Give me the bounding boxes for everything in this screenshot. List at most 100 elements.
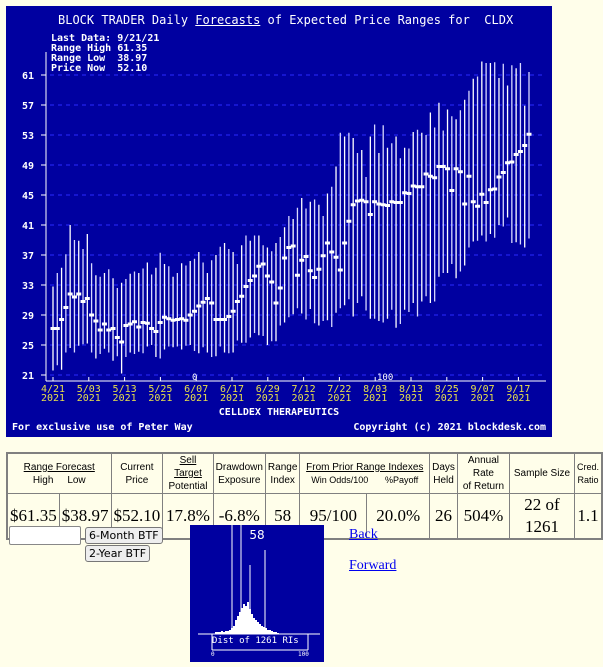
svg-text:2021: 2021 (471, 393, 495, 404)
two-year-btf-button[interactable]: 2-Year BTF (85, 545, 151, 562)
hdr-ratio: Ratio (577, 474, 599, 485)
hdr-index: Index (270, 474, 295, 486)
svg-text:2021: 2021 (363, 393, 387, 404)
svg-text:61: 61 (22, 71, 34, 82)
svg-text:57: 57 (22, 101, 34, 112)
svg-text:5/13: 5/13 (113, 384, 137, 395)
hdr-low: Low (67, 474, 86, 486)
hdr-current-price: Current Price (110, 452, 164, 494)
symbol-input[interactable] (9, 526, 81, 545)
company-name: CELLDEX THERAPEUTICS (218, 407, 340, 418)
hdr-range-index: Range Index (264, 452, 301, 494)
hdr-price: Price (125, 474, 149, 486)
svg-text:2021: 2021 (148, 393, 172, 404)
histogram-plot (198, 525, 320, 651)
hdr-drawdown-label: Drawdown (215, 461, 263, 473)
hdr-cred-ratio: Cred. Ratio (573, 452, 603, 494)
svg-text:5/25: 5/25 (148, 384, 172, 395)
hdr-high: High (32, 474, 54, 486)
svg-text:33: 33 (22, 281, 34, 292)
svg-text:2021: 2021 (399, 393, 423, 404)
svg-text:2021: 2021 (435, 393, 459, 404)
chart-plot: 21252933374145495357614/2120215/0320215/… (22, 52, 546, 404)
hdr-held: Held (433, 474, 454, 486)
svg-text:2021: 2021 (77, 393, 101, 404)
range-forecast-link[interactable]: Range Forecast (23, 461, 95, 473)
svg-text:5/03: 5/03 (77, 384, 101, 395)
hdr-annual: Annual Rate (467, 455, 500, 479)
svg-text:29: 29 (22, 311, 34, 322)
svg-text:100: 100 (377, 373, 393, 383)
hdr-of-return: of Return (462, 481, 505, 492)
last-data: Last Data: 9/21/21 (51, 33, 160, 44)
exclusive-use-note: For exclusive use of Peter Way (12, 422, 193, 433)
svg-text:8/13: 8/13 (399, 384, 423, 395)
hdr-annual-rate: Annual Rate of Return (456, 452, 510, 494)
hdr-sell-target: Sell Target Potential (162, 452, 214, 494)
hdr-from-prior: From Prior Range Indexes Win Odds/100 %Pa… (299, 452, 431, 494)
hdr-current: Current (120, 461, 154, 473)
svg-text:9/07: 9/07 (471, 384, 495, 395)
hdr-range-forecast: Range Forecast High Low (6, 452, 112, 494)
forecast-chart: 21 25 29 33 37 41 45 49 53 57 61 4/21 2021 5/03 2021 5/… (6, 6, 552, 437)
title-suffix: of Expected Price Ranges for CLDX (260, 13, 514, 27)
range-low: Range Low 38.97 (51, 53, 148, 64)
sell-target-link[interactable]: Sell Target (174, 455, 202, 479)
val-annual-rate: 504% (456, 493, 510, 540)
svg-text:6/29: 6/29 (256, 384, 280, 395)
svg-text:49: 49 (22, 161, 34, 172)
hdr-sample-size: Sample Size (508, 452, 575, 494)
hdr-range: Range (267, 461, 298, 473)
svg-text:9/17: 9/17 (506, 384, 530, 395)
svg-text:37: 37 (22, 251, 34, 262)
svg-text:53: 53 (22, 131, 34, 142)
svg-text:2021: 2021 (256, 393, 280, 404)
svg-text:6/07: 6/07 (184, 384, 208, 395)
chart-title: BLOCK TRADER Daily Forecasts of Expected… (58, 13, 513, 27)
title-prefix: BLOCK TRADER Daily (58, 13, 196, 27)
svg-text:7/12: 7/12 (292, 384, 316, 395)
svg-text:25: 25 (22, 341, 34, 352)
hdr-potential: Potential (168, 481, 208, 492)
svg-text:4/21: 4/21 (41, 384, 65, 395)
hdr-drawdown: Drawdown Exposure (212, 452, 266, 494)
hdr-win-odds: Win Odds/100 (311, 474, 369, 485)
histogram-axis-max: 100 (298, 651, 309, 658)
svg-text:8/25: 8/25 (435, 384, 459, 395)
val-cred-ratio: 1.1 (573, 493, 603, 540)
hdr-payoff: %Payoff (384, 474, 419, 485)
histogram-axis-min: 0 (211, 651, 215, 658)
val-payoff: 20.0% (366, 493, 431, 540)
svg-text:41: 41 (22, 221, 34, 232)
from-prior-link[interactable]: From Prior Range Indexes (306, 461, 424, 473)
svg-text:7/22: 7/22 (327, 384, 351, 395)
range-index-histogram: 58 Dist of 1261 RIs 0 100 (190, 525, 324, 662)
svg-text:2021: 2021 (113, 393, 137, 404)
svg-text:2021: 2021 (506, 393, 530, 404)
svg-text:2021: 2021 (220, 393, 244, 404)
range-high: Range High 61.35 (51, 43, 148, 54)
copyright: Copyright (c) 2021 blockdesk.com (353, 422, 546, 433)
back-link[interactable]: Back (349, 527, 378, 542)
hdr-days: Days (432, 461, 455, 473)
svg-text:45: 45 (22, 191, 34, 202)
six-month-btf-button[interactable]: 6-Month BTF (85, 527, 163, 544)
forward-link[interactable]: Forward (349, 558, 397, 573)
svg-text:8/03: 8/03 (363, 384, 387, 395)
val-days-held: 26 (429, 493, 458, 540)
hdr-days-held: Days Held (429, 452, 458, 494)
svg-text:2021: 2021 (327, 393, 351, 404)
forecasts-link[interactable]: Forecasts (195, 13, 261, 27)
svg-text:0: 0 (192, 373, 197, 383)
price-now: Price Now 52.10 (51, 63, 148, 74)
hdr-cred: Cred. (576, 461, 599, 472)
val-sample-size: 22 of 1261 (508, 493, 575, 540)
svg-text:2021: 2021 (184, 393, 208, 404)
svg-text:2021: 2021 (41, 393, 65, 404)
hdr-exposure: Exposure (218, 474, 261, 486)
chart-info-box: Last Data: 9/21/21 Range High 61.35 Range … (51, 34, 159, 74)
svg-text:6/17: 6/17 (220, 384, 244, 395)
current-range-index-label: 58 (249, 528, 265, 542)
svg-text:21: 21 (22, 371, 34, 382)
histogram-caption: Dist of 1261 RIs (212, 636, 299, 646)
